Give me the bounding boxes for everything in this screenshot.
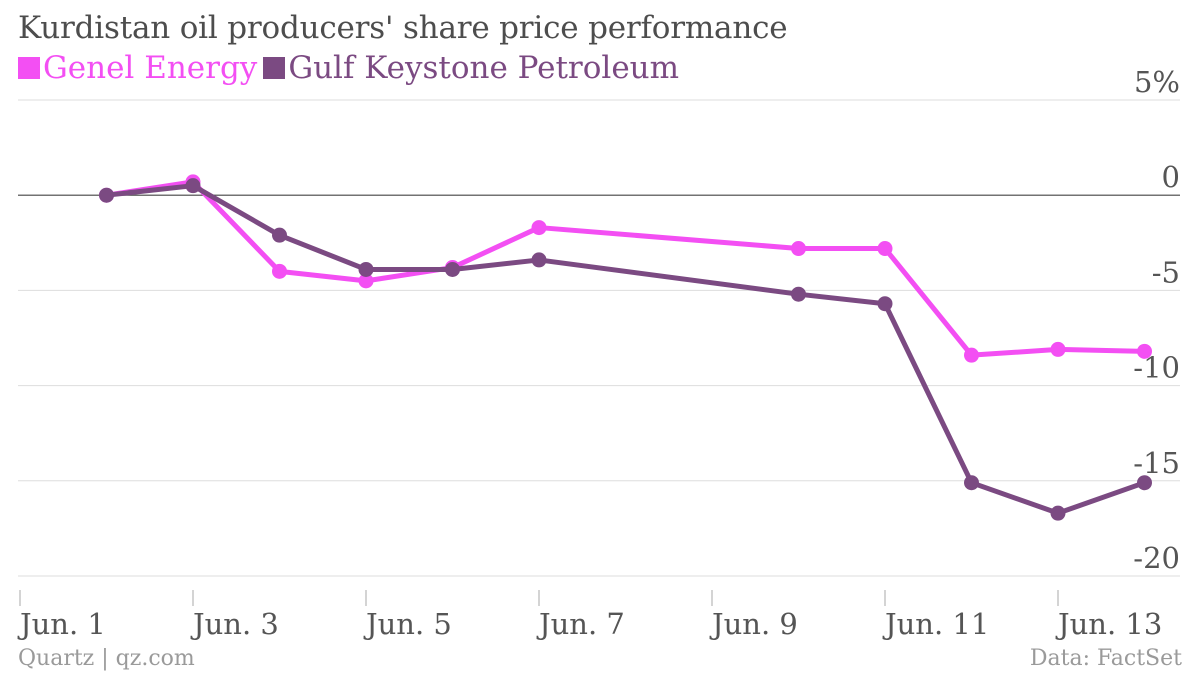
- y-axis-ticks: 5%0-5-10-15-20: [1133, 65, 1180, 575]
- data-point-genel-energy: [1050, 341, 1066, 357]
- legend-label-gulf-keystone: Gulf Keystone Petroleum: [288, 50, 680, 86]
- data-point-genel-energy: [1137, 343, 1152, 359]
- legend-item-genel: Genel Energy: [18, 50, 257, 86]
- legend-item-gulf-keystone: Gulf Keystone Petroleum: [263, 50, 679, 86]
- x-tick-label: Jun. 11: [882, 607, 989, 641]
- data-point-genel-energy: [877, 241, 893, 257]
- y-tick-label: -20: [1133, 541, 1180, 575]
- series-layer: [99, 174, 1152, 521]
- x-tick-label: Jun. 3: [190, 607, 279, 641]
- data-point-gulf-keystone-petroleum: [964, 475, 979, 491]
- x-tick-label: Jun. 13: [1055, 607, 1162, 641]
- data-point-gulf-keystone-petroleum: [791, 286, 806, 302]
- legend-swatch-gulf-keystone: [263, 57, 286, 79]
- data-point-gulf-keystone-petroleum: [1050, 505, 1066, 521]
- data-point-gulf-keystone-petroleum: [445, 261, 460, 277]
- data-point-genel-energy: [531, 220, 547, 236]
- source-credit: Quartz | qz.com: [18, 646, 195, 671]
- y-tick-label: 5%: [1134, 65, 1180, 99]
- chart-title: Kurdistan oil producers' share price per…: [18, 10, 788, 46]
- series-line-genel-energy: [104, 179, 1147, 358]
- data-point-gulf-keystone-petroleum: [531, 252, 547, 268]
- data-point-gulf-keystone-petroleum: [272, 227, 287, 243]
- data-point-gulf-keystone-petroleum: [358, 261, 374, 277]
- data-point-genel-energy: [964, 347, 979, 363]
- y-tick-label: 0: [1162, 160, 1180, 194]
- legend-swatch-genel: [18, 57, 40, 79]
- legend-label-genel: Genel Energy: [43, 50, 258, 86]
- data-point-gulf-keystone-petroleum: [99, 187, 114, 203]
- data-point-gulf-keystone-petroleum: [1137, 475, 1152, 491]
- y-tick-label: -5: [1152, 255, 1180, 289]
- x-tick-label: Jun. 1: [17, 607, 106, 641]
- data-point-genel-energy: [791, 241, 806, 257]
- x-axis-ticks: Jun. 1 Jun. 3 Jun. 5 Jun. 7 Jun. 9 Jun. 11 Jun…: [17, 590, 1162, 641]
- data-point-gulf-keystone-petroleum: [877, 296, 893, 312]
- x-tick-label: Jun. 7: [536, 607, 625, 641]
- chart-legend: Genel Energy Gulf Keystone Petroleum: [18, 50, 685, 86]
- x-tick-label: Jun. 5: [363, 607, 452, 641]
- data-source: Data: FactSet: [1029, 646, 1182, 671]
- x-tick-label: Jun. 9: [709, 607, 798, 641]
- data-point-genel-energy: [272, 263, 287, 279]
- gridlines: [18, 99, 1180, 577]
- data-point-genel-energy: [358, 273, 374, 289]
- data-point-gulf-keystone-petroleum: [185, 178, 201, 194]
- y-tick-label: -15: [1133, 446, 1180, 480]
